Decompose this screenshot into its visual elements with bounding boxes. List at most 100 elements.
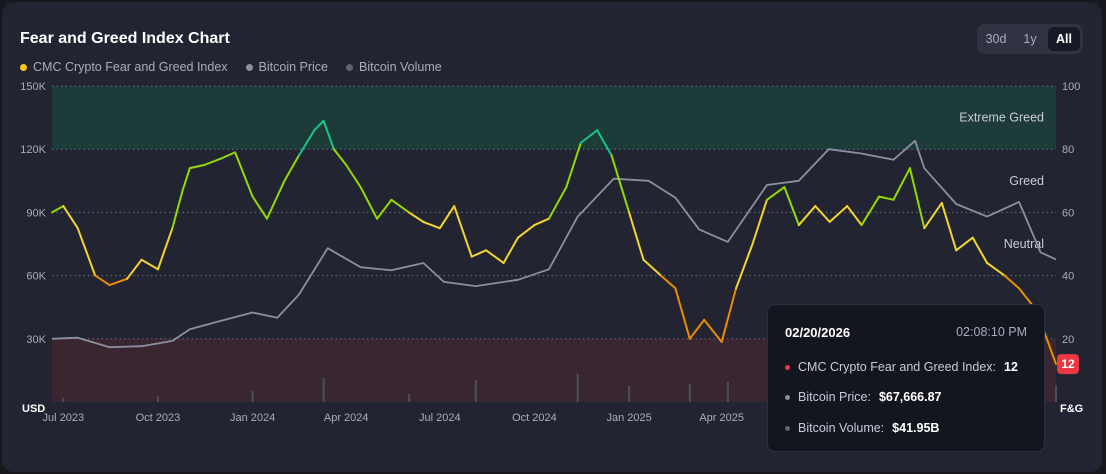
zone-label-extreme-greed: Extreme Greed	[959, 111, 1044, 125]
chart-tooltip: 02/20/2026 02:08:10 PM CMC Crypto Fear a…	[767, 304, 1045, 452]
fear-greed-line-segment	[642, 258, 662, 277]
fear-greed-line-segment	[579, 129, 599, 144]
x-tick-label: Jan 2024	[230, 412, 275, 424]
fear-greed-line-segment	[140, 258, 159, 271]
fear-greed-line-segment	[51, 205, 65, 214]
tooltip-fg-value: 12	[1004, 360, 1018, 374]
fear-greed-line-segment	[470, 249, 488, 258]
fear-greed-line-segment	[828, 205, 849, 223]
fear-greed-line-segment	[313, 119, 325, 132]
y-left-tick-label: 120K	[20, 144, 46, 156]
y-right-tick-label: 80	[1062, 144, 1074, 156]
zone-extreme-greed	[52, 86, 1056, 150]
fear-greed-line-segment	[283, 154, 300, 182]
fear-greed-line-segment	[955, 236, 974, 252]
volume-bar	[474, 380, 477, 402]
y-left-tick-label: 30K	[26, 334, 46, 346]
legend-item-bitcoin-price[interactable]: Bitcoin Price	[245, 60, 329, 74]
fear-greed-line-segment	[390, 198, 410, 214]
fear-greed-line-segment	[126, 258, 143, 280]
legend-item-bitcoin-volume[interactable]: Bitcoin Volume	[346, 60, 442, 74]
fear-greed-line-segment	[422, 220, 441, 230]
tooltip-row-fear-greed: CMC Crypto Fear and Greed Index: 12	[785, 360, 1018, 374]
fear-greed-line-segment	[502, 236, 519, 264]
fear-greed-line-segment	[610, 154, 631, 214]
bitcoin-price-line	[51, 139, 1057, 349]
fear-greed-line-segment	[986, 261, 1006, 277]
tooltip-price-label: Bitcoin Price:	[798, 390, 871, 404]
legend-label: Bitcoin Price	[258, 60, 329, 74]
legend-dot	[20, 63, 27, 71]
fear-greed-line-segment	[345, 164, 362, 189]
fear-greed-line-segment	[908, 167, 926, 230]
y-right-unit-label: F&G	[1060, 403, 1083, 415]
fear-greed-line-segment	[234, 151, 254, 198]
fear-greed-line-segment	[485, 249, 505, 264]
tooltip-row-volume: Bitcoin Volume: $41.95B	[785, 421, 939, 435]
fear-greed-line-segment	[659, 274, 677, 290]
fear-greed-line-segment	[735, 243, 754, 290]
tooltip-dot-gray	[785, 394, 790, 400]
legend-label: Bitcoin Volume	[359, 60, 442, 74]
range-button-30d[interactable]: 30d	[985, 32, 1007, 46]
time-range-selector: 30d 1y All	[977, 24, 1083, 54]
current-value-badge	[1057, 354, 1079, 375]
fear-greed-line-segment	[940, 201, 958, 252]
y-right-tick-label: 60	[1062, 207, 1074, 219]
x-tick-label: Jul 2024	[419, 412, 461, 424]
volume-bar	[726, 382, 729, 402]
zone-label-neutral: Neutral	[1004, 237, 1044, 251]
volume-bar	[251, 390, 254, 402]
fear-greed-line-segment	[547, 186, 568, 220]
fear-greed-line-segment	[596, 129, 613, 157]
fear-greed-line-segment	[688, 318, 706, 340]
fear-greed-line-segment	[703, 318, 723, 343]
fear-greed-line-segment	[751, 198, 768, 245]
fear-greed-line-segment	[62, 205, 79, 230]
fear-greed-line-segment	[376, 198, 393, 220]
x-tick-label: Oct 2024	[512, 412, 557, 424]
fear-greed-line-segment	[181, 167, 191, 192]
fear-greed-line-segment	[797, 205, 817, 227]
x-tick-label: Oct 2023	[136, 412, 181, 424]
fear-greed-line-segment	[76, 227, 97, 277]
fear-greed-line-segment	[814, 205, 831, 223]
fear-greed-line-segment	[674, 287, 691, 340]
fear-greed-line-segment	[565, 141, 582, 189]
fear-greed-line-segment	[765, 186, 786, 201]
fear-greed-line-segment	[971, 236, 989, 264]
fear-greed-line-segment	[892, 167, 911, 201]
tooltip-row-price: Bitcoin Price: $67,666.87	[785, 390, 942, 404]
fear-greed-line-segment	[438, 205, 456, 230]
tooltip-volume-value: $41.95B	[892, 421, 940, 435]
y-right-tick-label: 20	[1062, 334, 1074, 346]
fear-greed-line-segment	[860, 195, 881, 227]
x-tick-label: Apr 2024	[324, 412, 369, 424]
current-value-badge-label: 12	[1061, 357, 1075, 371]
volume-bar	[1055, 385, 1057, 402]
fear-greed-line-segment	[359, 186, 379, 220]
tooltip-dot-red	[785, 364, 790, 370]
tooltip-price-value: $67,666.87	[878, 390, 942, 404]
fear-greed-line-segment	[846, 205, 863, 227]
legend-item-fear-greed[interactable]: CMC Crypto Fear and Greed Index	[20, 60, 228, 74]
range-button-all[interactable]: All	[1048, 27, 1080, 51]
volume-bar	[62, 398, 65, 402]
x-tick-label: Apr 2025	[699, 412, 744, 424]
y-left-tick-label: 90K	[26, 207, 46, 219]
volume-bar	[156, 396, 159, 402]
chart-title: Fear and Greed Index Chart	[20, 30, 230, 47]
legend-dot	[346, 63, 354, 71]
fear-greed-line-segment	[628, 211, 645, 261]
y-right-tick-label: 40	[1062, 271, 1074, 283]
fear-greed-line-segment	[322, 119, 335, 151]
range-button-1y[interactable]: 1y	[1023, 32, 1037, 46]
y-left-tick-label: 60K	[26, 271, 46, 283]
volume-bar	[628, 386, 631, 402]
fear-greed-line-segment	[783, 186, 800, 227]
fear-greed-line-segment	[720, 287, 738, 343]
tooltip-date: 02/20/2026	[785, 325, 851, 340]
fear-greed-line-segment	[156, 227, 174, 271]
fear-greed-line-segment	[219, 151, 237, 160]
